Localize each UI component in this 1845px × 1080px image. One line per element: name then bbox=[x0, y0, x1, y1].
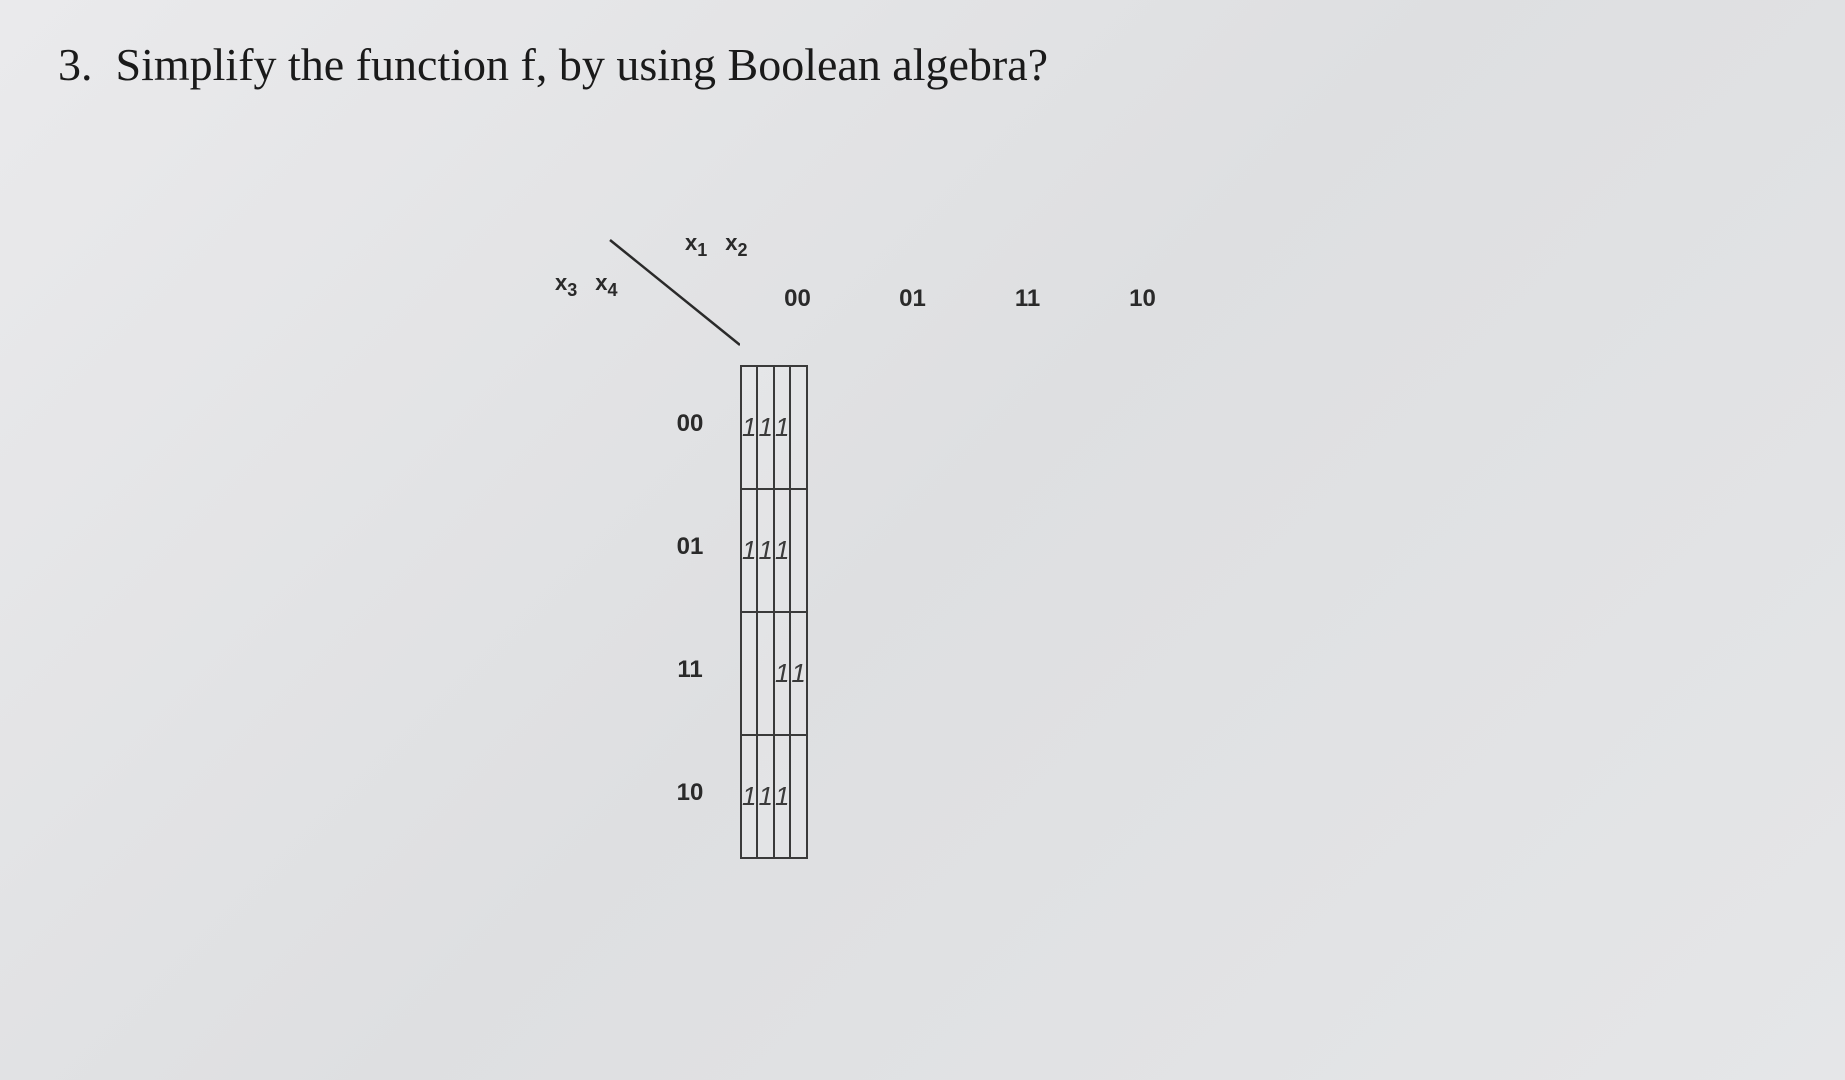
kmap-cell-1-2: 1 bbox=[774, 489, 790, 612]
kmap-table: 1 1 1 1 1 1 1 1 1 1 1 bbox=[740, 365, 808, 859]
kmap-cell-0-2: 1 bbox=[774, 366, 790, 489]
kmap-cell-0-0: 1 bbox=[741, 366, 757, 489]
row-header-10: 10 bbox=[650, 779, 730, 807]
left-var-1: x bbox=[555, 270, 567, 295]
kmap-col-headers: 00 01 11 10 bbox=[740, 285, 1200, 313]
kmap-row-2: 1 1 bbox=[741, 612, 807, 735]
kmap-cell-2-0 bbox=[741, 612, 757, 735]
question-text: 3. Simplify the function f, by using Boo… bbox=[58, 38, 1048, 91]
row-header-11: 11 bbox=[650, 656, 730, 684]
kmap-cell-0-1: 1 bbox=[757, 366, 773, 489]
kmap-cell-2-2: 1 bbox=[774, 612, 790, 735]
kmap-cell-3-0: 1 bbox=[741, 735, 757, 858]
kmap-cell-0-3 bbox=[790, 366, 806, 489]
kmap-cell-3-1: 1 bbox=[757, 735, 773, 858]
question-prompt: Simplify the function f, by using Boolea… bbox=[116, 39, 1049, 90]
kmap-cell-2-3: 1 bbox=[790, 612, 806, 735]
row-header-01: 01 bbox=[650, 533, 730, 561]
row-header-00: 00 bbox=[650, 410, 730, 438]
question-number: 3. bbox=[58, 39, 93, 90]
kmap-cell-1-3 bbox=[790, 489, 806, 612]
kmap-diagonal-line bbox=[570, 230, 740, 350]
col-header-00: 00 bbox=[740, 285, 855, 313]
col-header-10: 10 bbox=[1085, 285, 1200, 313]
col-header-01: 01 bbox=[855, 285, 970, 313]
kmap-cell-3-2: 1 bbox=[774, 735, 790, 858]
kmap-grid: 00 01 11 10 1 1 1 1 1 1 1 1 bbox=[650, 365, 808, 859]
kmap-cell-1-0: 1 bbox=[741, 489, 757, 612]
kmap-row-1: 1 1 1 bbox=[741, 489, 807, 612]
kmap-cell-3-3 bbox=[790, 735, 806, 858]
kmap-cell-2-1 bbox=[757, 612, 773, 735]
kmap-row-0: 1 1 1 bbox=[741, 366, 807, 489]
col-header-11: 11 bbox=[970, 285, 1085, 313]
kmap-cell-1-1: 1 bbox=[757, 489, 773, 612]
kmap-row-3: 1 1 1 bbox=[741, 735, 807, 858]
